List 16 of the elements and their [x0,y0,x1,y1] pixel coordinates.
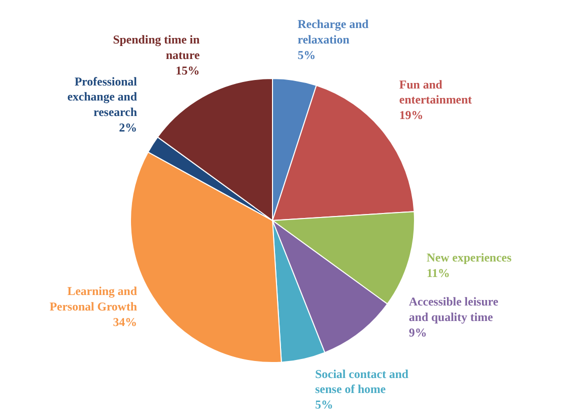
data-label: 2% [119,120,138,135]
data-label: 5% [315,398,334,412]
data-label: 9% [408,325,427,340]
data-label: 5% [298,48,316,62]
data-label: 34% [113,314,138,329]
slice-label: New experiences [426,250,512,265]
slice-label: Accessible leisure and quality time [408,294,499,324]
slice-label: Social contact and sense of home [315,366,409,396]
data-label: 11% [426,266,450,280]
slice-label: Recharge and relaxation [298,17,369,47]
slice-label: Spending time in nature [112,32,200,62]
data-label: 19% [399,108,424,122]
data-label: 15% [176,64,200,78]
slice-label: Fun and entertainment [399,77,472,107]
slice-label: Learning and Personal Growth [50,284,138,314]
slice-label: Professional exchange and research [67,74,138,120]
